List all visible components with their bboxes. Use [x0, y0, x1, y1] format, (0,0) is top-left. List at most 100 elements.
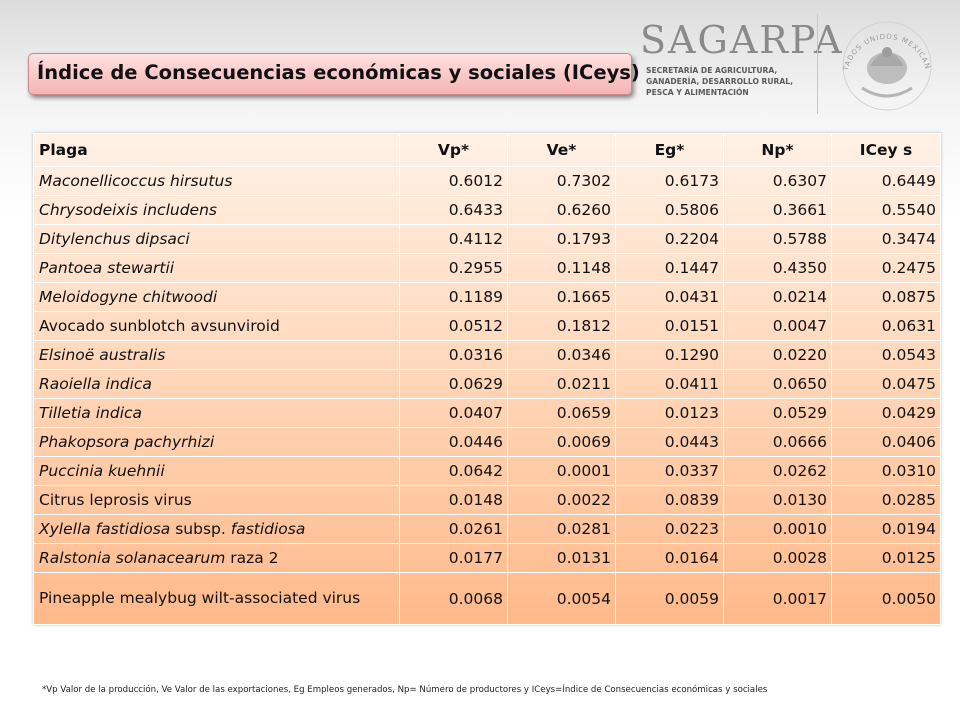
- pest-name-cell: Citrus leprosis virus: [33, 485, 400, 515]
- table-row: Meloidogyne chitwoodi 0.1189 0.1665 0.0431 0…: [33, 282, 941, 312]
- value-cell: 0.0512: [399, 311, 508, 341]
- pest-name-subspecies: fastidiosa: [230, 520, 306, 538]
- value-cell: 0.0151: [615, 311, 724, 341]
- value-cell: 0.0130: [723, 485, 832, 515]
- value-cell: 0.1665: [507, 282, 616, 312]
- pest-name-qualifier: raza 2: [225, 549, 279, 567]
- value-cell: 0.0631: [831, 311, 941, 341]
- pest-name: Chrysodeixis includens: [39, 201, 217, 219]
- table-row: Ralstonia solanacearum raza 2 0.0177 0.013…: [33, 543, 941, 573]
- column-header: Ve*: [507, 133, 616, 167]
- value-cell: 0.1793: [507, 224, 616, 254]
- value-cell: 0.6433: [399, 195, 508, 225]
- value-cell: 0.0443: [615, 427, 724, 457]
- value-cell: 0.0148: [399, 485, 508, 515]
- value-cell: 0.0194: [831, 514, 941, 544]
- value-cell: 0.0431: [615, 282, 724, 312]
- column-header: Plaga: [33, 133, 400, 167]
- table-row: Chrysodeixis includens 0.6433 0.6260 0.5806…: [33, 195, 941, 225]
- value-cell: 0.0337: [615, 456, 724, 486]
- pest-name: Avocado sunblotch avsunviroid: [39, 317, 280, 335]
- column-header: ICey s: [831, 133, 941, 167]
- value-cell: 0.0650: [723, 369, 832, 399]
- national-seal-icon: ESTADOS UNIDOS MEXICANOS: [832, 8, 932, 111]
- table-row: Xylella fastidiosa subsp. fastidiosa 0.02…: [33, 514, 941, 544]
- pest-name-cell: Ralstonia solanacearum raza 2: [33, 543, 400, 573]
- pest-name: Phakopsora pachyrhizi: [39, 433, 215, 451]
- value-cell: 0.0262: [723, 456, 832, 486]
- value-cell: 0.6307: [723, 166, 832, 196]
- table-row: Maconellicoccus hirsutus 0.6012 0.7302 0.61…: [33, 166, 941, 196]
- column-header: Np*: [723, 133, 832, 167]
- value-cell: 0.0223: [615, 514, 724, 544]
- pest-name: Maconellicoccus hirsutus: [39, 172, 233, 190]
- value-cell: 0.0010: [723, 514, 832, 544]
- footnote: *Vp Valor de la producción, Ve Valor de …: [42, 685, 768, 695]
- value-cell: 0.0642: [399, 456, 508, 486]
- value-cell: 0.0346: [507, 340, 616, 370]
- value-cell: 0.0446: [399, 427, 508, 457]
- value-cell: 0.6260: [507, 195, 616, 225]
- value-cell: 0.0281: [507, 514, 616, 544]
- value-cell: 0.1189: [399, 282, 508, 312]
- logo-line-3: PESCA Y ALIMENTACIÓN: [646, 88, 749, 97]
- value-cell: 0.1290: [615, 340, 724, 370]
- value-cell: 0.2475: [831, 253, 941, 283]
- value-cell: 0.3661: [723, 195, 832, 225]
- value-cell: 0.0125: [831, 543, 941, 573]
- value-cell: 0.4350: [723, 253, 832, 283]
- value-cell: 0.0407: [399, 398, 508, 428]
- value-cell: 0.0211: [507, 369, 616, 399]
- value-cell: 0.0001: [507, 456, 616, 486]
- value-cell: 0.4112: [399, 224, 508, 254]
- pest-name-cell: Chrysodeixis includens: [33, 195, 400, 225]
- logo-divider: [817, 14, 818, 114]
- value-cell: 0.0047: [723, 311, 832, 341]
- table-row: Raoiella indica 0.0629 0.0211 0.0411 0.0650 0…: [33, 369, 941, 399]
- value-cell: 0.0310: [831, 456, 941, 486]
- pest-name-cell: Elsinoë australis: [33, 340, 400, 370]
- pest-name: Ralstonia solanacearum: [39, 549, 226, 567]
- pest-name-cell: Xylella fastidiosa subsp. fastidiosa: [33, 514, 400, 544]
- value-cell: 0.5788: [723, 224, 832, 254]
- pest-name-cell: Maconellicoccus hirsutus: [33, 166, 400, 196]
- logo-line-1: SECRETARÍA DE AGRICULTURA,: [646, 66, 778, 75]
- pest-name: Xylella fastidiosa: [39, 520, 171, 538]
- column-header: Vp*: [399, 133, 508, 167]
- pest-name-cell: Tilletia indica: [33, 398, 400, 428]
- value-cell: 0.0429: [831, 398, 941, 428]
- table-row: Ditylenchus dipsaci 0.4112 0.1793 0.2204 0.5…: [33, 224, 941, 254]
- value-cell: 0.0666: [723, 427, 832, 457]
- pest-name: Pantoea stewartii: [39, 259, 175, 277]
- value-cell: 0.0659: [507, 398, 616, 428]
- logo-line-2: GANADERÍA, DESARROLLO RURAL,: [646, 77, 794, 86]
- pest-name: Tilletia indica: [39, 404, 143, 422]
- pest-name-cell: Pantoea stewartii: [33, 253, 400, 283]
- value-cell: 0.5806: [615, 195, 724, 225]
- value-cell: 0.2204: [615, 224, 724, 254]
- pest-name: Citrus leprosis virus: [39, 491, 192, 509]
- value-cell: 0.6012: [399, 166, 508, 196]
- value-cell: 0.7302: [507, 166, 616, 196]
- value-cell: 0.0543: [831, 340, 941, 370]
- pest-name-cell: Puccinia kuehnii: [33, 456, 400, 486]
- value-cell: 0.1148: [507, 253, 616, 283]
- value-cell: 0.0017: [723, 572, 832, 625]
- pest-name: Puccinia kuehnii: [39, 462, 165, 480]
- pest-name-cell: Ditylenchus dipsaci: [33, 224, 400, 254]
- pest-name-cell: Raoiella indica: [33, 369, 400, 399]
- value-cell: 0.0316: [399, 340, 508, 370]
- value-cell: 0.0839: [615, 485, 724, 515]
- value-cell: 0.0629: [399, 369, 508, 399]
- value-cell: 0.0131: [507, 543, 616, 573]
- value-cell: 0.0177: [399, 543, 508, 573]
- table-row: Pantoea stewartii 0.2955 0.1148 0.1447 0.435…: [33, 253, 941, 283]
- value-cell: 0.0068: [399, 572, 508, 625]
- value-cell: 0.6173: [615, 166, 724, 196]
- pest-name-cell: Phakopsora pachyrhizi: [33, 427, 400, 457]
- value-cell: 0.0059: [615, 572, 724, 625]
- pest-name: Elsinoë australis: [39, 346, 166, 364]
- table-row: Puccinia kuehnii 0.0642 0.0001 0.0337 0.0262…: [33, 456, 941, 486]
- table-row: Elsinoë australis 0.0316 0.0346 0.1290 0.022…: [33, 340, 941, 370]
- value-cell: 0.0214: [723, 282, 832, 312]
